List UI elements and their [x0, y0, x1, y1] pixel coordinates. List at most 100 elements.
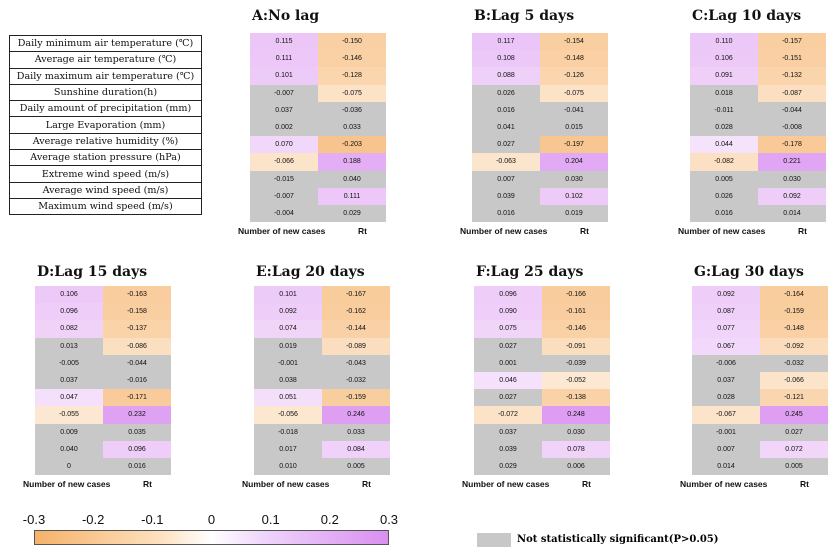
heatmap-cell: 0.046 — [474, 372, 542, 390]
variable-row: Sunshine duration(h) — [9, 83, 202, 102]
column-label-rt: Rt — [362, 479, 371, 490]
heatmap-cell: 0.027 — [474, 337, 542, 355]
heatmap-cell: 0.087 — [692, 303, 760, 321]
heatmap-cell: 0.005 — [690, 170, 758, 188]
variable-row: Average station pressure (hPa) — [9, 149, 202, 167]
heatmap-cell: 0 — [35, 458, 103, 476]
heatmap-cell: 0.039 — [474, 440, 542, 458]
heatmap-cell: 0.035 — [103, 423, 171, 441]
heatmap-cell: 0.017 — [254, 440, 322, 458]
heatmap-cell: -0.041 — [540, 101, 608, 119]
column-label-rt: Rt — [143, 479, 152, 490]
heatmap-cell: -0.018 — [254, 423, 322, 441]
heatmap-cell: 0.111 — [318, 187, 386, 205]
heatmap-cell: 0.005 — [760, 458, 828, 476]
heatmap-cell: 0.040 — [318, 170, 386, 188]
heatmap-cell: 0.040 — [35, 440, 103, 458]
heatmap-cell: 0.010 — [254, 458, 322, 476]
heatmap-cell: 0.037 — [250, 101, 318, 119]
heatmap-cell: -0.154 — [540, 33, 608, 51]
column-label-new-cases: Number of new cases — [238, 226, 326, 237]
colorbar-tick-label: -0.2 — [81, 512, 105, 527]
heatmap-cell: 0.037 — [692, 372, 760, 390]
heatmap-cell: 0.106 — [690, 50, 758, 68]
heatmap-cell: 0.029 — [474, 458, 542, 476]
heatmap-cell: 0.204 — [540, 153, 608, 171]
heatmap-cell: -0.146 — [542, 320, 610, 338]
heatmap-cell: -0.032 — [322, 372, 390, 390]
heatmap-cell: -0.067 — [692, 406, 760, 424]
heatmap-cell: 0.001 — [474, 354, 542, 372]
heatmap-cell: 0.188 — [318, 153, 386, 171]
column-label-rt: Rt — [358, 226, 367, 237]
colorbar-tick-label: 0 — [207, 512, 216, 527]
heatmap-cell: 0.013 — [35, 337, 103, 355]
heatmap-cell: -0.157 — [758, 33, 826, 51]
colorbar — [34, 530, 389, 545]
column-label-new-cases: Number of new cases — [23, 479, 111, 490]
heatmap-cell: 0.245 — [760, 406, 828, 424]
colorbar-tick-label: -0.3 — [22, 512, 46, 527]
heatmap-cell: -0.016 — [103, 372, 171, 390]
heatmap-cell: -0.126 — [540, 67, 608, 85]
heatmap-cell: -0.144 — [322, 320, 390, 338]
heatmap-cell: 0.019 — [254, 337, 322, 355]
heatmap-cell: 0.007 — [472, 170, 540, 188]
heatmap-cell: 0.077 — [692, 320, 760, 338]
variable-label: Average wind speed (m/s) — [9, 181, 202, 199]
panel-title: A:No lag — [252, 8, 320, 24]
variable-row: Daily minimum air temperature (℃) — [9, 34, 202, 53]
heatmap-cell: -0.151 — [758, 50, 826, 68]
heatmap-cell: -0.197 — [540, 136, 608, 154]
heatmap-cell: -0.052 — [542, 372, 610, 390]
heatmap-cell: -0.164 — [760, 286, 828, 304]
heatmap-cell: -0.008 — [758, 119, 826, 137]
heatmap-cell: -0.086 — [103, 337, 171, 355]
heatmap-cell: 0.090 — [474, 303, 542, 321]
heatmap-cell: 0.007 — [692, 440, 760, 458]
heatmap-cell: 0.006 — [542, 458, 610, 476]
heatmap-cell: 0.108 — [472, 50, 540, 68]
not-significant-swatch — [477, 533, 511, 547]
not-significant-label: Not statistically significant(P>0.05) — [517, 534, 719, 545]
heatmap-cell: 0.015 — [540, 119, 608, 137]
heatmap-cell: 0.102 — [540, 187, 608, 205]
heatmap-cell: 0.002 — [250, 119, 318, 137]
heatmap-cell: 0.092 — [254, 303, 322, 321]
heatmap-cell: 0.018 — [690, 84, 758, 102]
heatmap-cell: 0.096 — [474, 286, 542, 304]
heatmap-cell: 0.014 — [692, 458, 760, 476]
panel-title: D:Lag 15 days — [37, 264, 148, 280]
column-label-rt: Rt — [580, 226, 589, 237]
heatmap-cell: 0.110 — [690, 33, 758, 51]
heatmap-cell: 0.028 — [690, 119, 758, 137]
heatmap-cell: -0.007 — [250, 187, 318, 205]
heatmap-cell: 0.101 — [250, 67, 318, 85]
heatmap-cell: 0.115 — [250, 33, 318, 51]
heatmap-cell: 0.030 — [542, 423, 610, 441]
heatmap-cell: 0.014 — [758, 205, 826, 223]
variable-label: Maximum wind speed (m/s) — [9, 197, 202, 216]
heatmap-cell: 0.096 — [103, 440, 171, 458]
heatmap-cell: -0.158 — [103, 303, 171, 321]
column-label-new-cases: Number of new cases — [242, 479, 330, 490]
heatmap-cell: 0.232 — [103, 406, 171, 424]
heatmap-cell: -0.044 — [758, 101, 826, 119]
colorbar-tick-label: 0.3 — [379, 512, 399, 527]
variable-row: Average relative humidity (%) — [9, 132, 202, 151]
heatmap-cell: 0.091 — [690, 67, 758, 85]
column-label-new-cases: Number of new cases — [460, 226, 548, 237]
variable-row: Maximum wind speed (m/s) — [9, 197, 202, 216]
heatmap-cell: 0.051 — [254, 389, 322, 407]
heatmap-cell: -0.137 — [103, 320, 171, 338]
heatmap-cell: 0.005 — [322, 458, 390, 476]
heatmap-cell: 0.016 — [472, 101, 540, 119]
variable-label: Extreme wind speed (m/s) — [9, 165, 202, 183]
heatmap-cell: -0.121 — [760, 389, 828, 407]
panel-title: F:Lag 25 days — [476, 264, 584, 280]
heatmap-cell: 0.016 — [103, 458, 171, 476]
heatmap-cell: 0.221 — [758, 153, 826, 171]
heatmap-cell: 0.038 — [254, 372, 322, 390]
panel-title: B:Lag 5 days — [474, 8, 575, 24]
